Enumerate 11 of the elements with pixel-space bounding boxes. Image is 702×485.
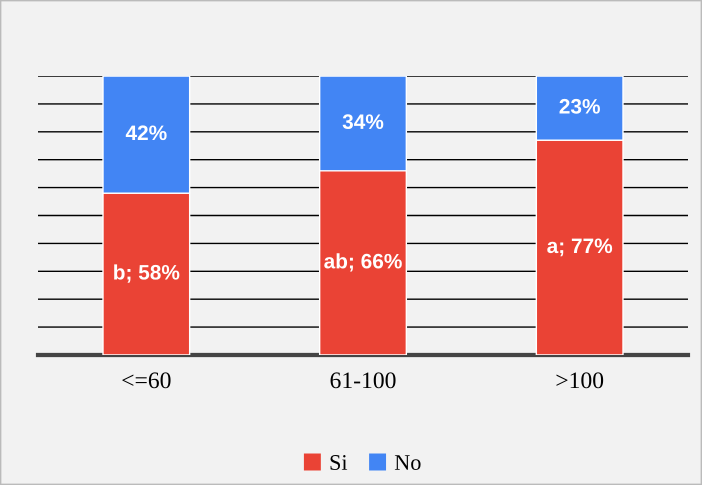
- x-tick-label: 61-100: [330, 372, 396, 388]
- data-label: ab; 66%: [324, 253, 402, 272]
- data-label: 23%: [560, 98, 600, 114]
- data-label: 34%: [342, 114, 384, 130]
- data-label: a; 77%: [547, 238, 612, 256]
- data-label: 42%: [126, 125, 167, 140]
- x-tick-label: >100: [556, 372, 604, 388]
- legend-label: Si: [330, 455, 348, 470]
- x-tick-label: <=60: [122, 372, 171, 388]
- legend-label: No: [394, 455, 421, 470]
- data-label: b; 58%: [114, 264, 180, 283]
